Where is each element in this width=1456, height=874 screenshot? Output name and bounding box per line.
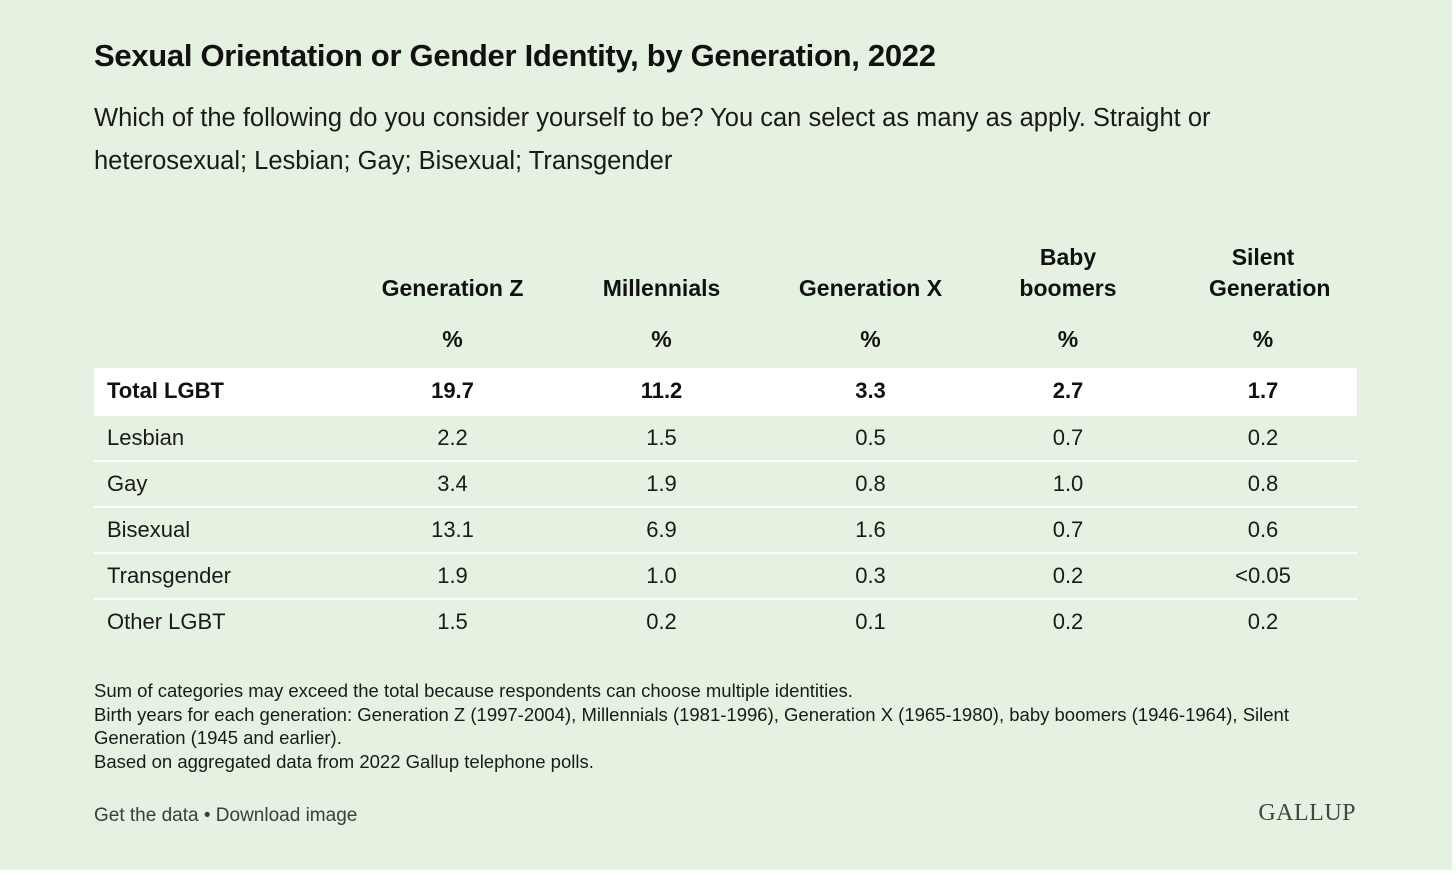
table-cell: 0.7 <box>967 414 1169 461</box>
unit-label: % <box>442 325 463 352</box>
table-cell: 0.2 <box>1169 414 1357 461</box>
table-cell: 0.8 <box>774 460 967 507</box>
table-cell: 0.2 <box>1169 598 1357 644</box>
column-header: Silent Generation <box>1209 244 1331 301</box>
note-line: Based on aggregated data from 2022 Gallu… <box>94 750 594 772</box>
table-cell: 1.9 <box>356 552 549 599</box>
row-label: Total LGBT <box>94 368 356 415</box>
row-label: Gay <box>94 460 356 507</box>
column-header-wrap: Silent Generation <box>1169 242 1357 304</box>
row-label: Other LGBT <box>94 598 356 644</box>
table-cell: 19.7 <box>356 368 549 415</box>
table-cell: 3.3 <box>774 368 967 415</box>
table-cell: 2.7 <box>967 368 1169 415</box>
footer-separator: • <box>198 805 216 826</box>
table-cell: 0.6 <box>1169 506 1357 553</box>
row-label: Lesbian <box>94 414 356 461</box>
table-cell: 13.1 <box>356 506 549 553</box>
row-label: Bisexual <box>94 506 356 553</box>
table-cell: 1.9 <box>549 460 774 507</box>
chart-notes: Sum of categories may exceed the total b… <box>94 679 1356 773</box>
unit-blank <box>94 304 356 368</box>
chart-title: Sexual Orientation or Gender Identity, b… <box>94 38 936 73</box>
note-line: Sum of categories may exceed the total b… <box>94 680 853 701</box>
footer-links: Get the data • Download image <box>94 805 357 827</box>
unit-label: % <box>860 325 881 352</box>
column-header-row: Generation Z Millennials Generation X Ba… <box>94 242 1357 304</box>
unit-row: % % % % % <box>94 304 1357 368</box>
column-header: Generation Z <box>381 275 524 301</box>
table-cell: 0.2 <box>967 552 1169 599</box>
table-cell: 1.6 <box>774 506 967 553</box>
column-header: Millennials <box>602 275 721 301</box>
get-data-link[interactable]: Get the data <box>94 805 199 826</box>
table-cell: <0.05 <box>1169 552 1357 599</box>
column-header: Generation X <box>798 275 943 301</box>
table-row: Transgender 1.9 1.0 0.3 0.2 <0.05 <box>94 552 1357 599</box>
table-body: Total LGBT 19.7 11.2 3.3 2.7 1.7 Lesbian 2.2 1.5… <box>94 368 1357 644</box>
chart-subtitle: Which of the following do you consider y… <box>94 104 1211 175</box>
unit-label: % <box>1057 325 1079 352</box>
table-cell: 1.5 <box>356 598 549 644</box>
table-cell: 0.2 <box>967 598 1169 644</box>
table-row: Lesbian 2.2 1.5 0.5 0.7 0.2 <box>94 414 1357 461</box>
table-cell: 0.1 <box>774 598 967 644</box>
table-row: Other LGBT 1.5 0.2 0.1 0.2 0.2 <box>94 598 1357 644</box>
table-cell: 0.7 <box>967 506 1169 553</box>
unit-label: % <box>1252 325 1274 352</box>
total-row: Total LGBT 19.7 11.2 3.3 2.7 1.7 <box>94 368 1357 415</box>
table-row: Gay 3.4 1.9 0.8 1.0 0.8 <box>94 460 1357 507</box>
table-cell: 1.7 <box>1169 368 1357 415</box>
note-line: Birth years for each generation: Generat… <box>94 703 1289 749</box>
header-blank <box>94 242 356 304</box>
table-cell: 1.5 <box>549 414 774 461</box>
table-cell: 1.0 <box>549 552 774 599</box>
table-cell: 3.4 <box>356 460 549 507</box>
download-image-link[interactable]: Download image <box>215 805 358 826</box>
table-cell: 0.8 <box>1169 460 1357 507</box>
table-cell: 6.9 <box>549 506 774 553</box>
table-cell: 1.0 <box>967 460 1169 507</box>
table-cell: 0.2 <box>549 598 774 644</box>
row-label: Transgender <box>94 552 356 599</box>
gallup-logo: GALLUP <box>1258 800 1356 826</box>
table-cell: 0.3 <box>774 552 967 599</box>
table-cell: 2.2 <box>356 414 549 461</box>
column-header: Baby boomers <box>1019 244 1117 301</box>
table-cell: 11.2 <box>549 368 774 415</box>
column-header-wrap: Baby boomers <box>967 242 1169 304</box>
table-row: Bisexual 13.1 6.9 1.6 0.7 0.6 <box>94 506 1357 553</box>
unit-label: % <box>651 325 672 352</box>
data-table: Generation Z Millennials Generation X Ba… <box>94 242 1357 644</box>
table-cell: 0.5 <box>774 414 967 461</box>
